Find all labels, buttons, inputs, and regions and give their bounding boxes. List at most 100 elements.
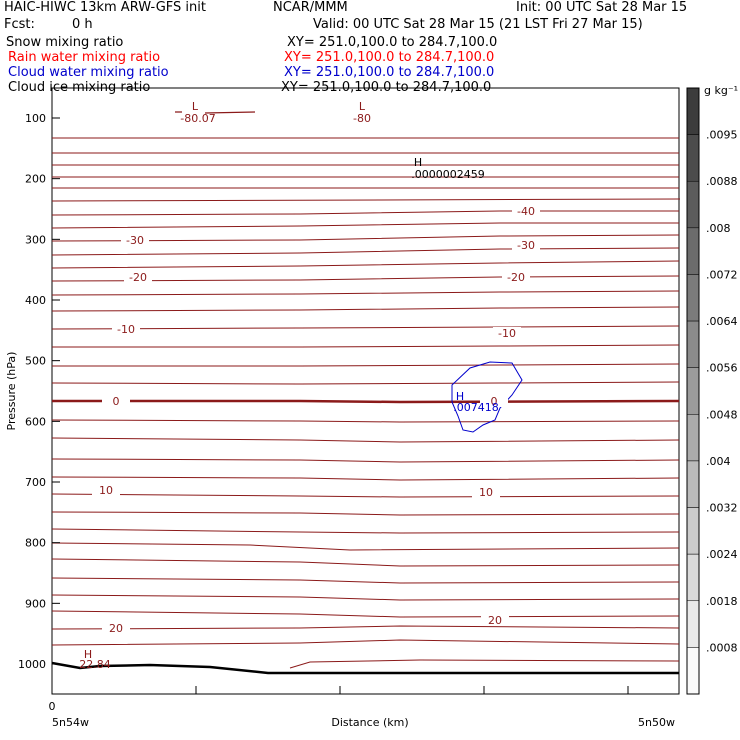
y-tick-label: 400 <box>25 294 46 307</box>
y-tick-label: 300 <box>25 233 46 246</box>
model-title: HAIC-HIWC 13km ARW-GFS init <box>4 0 206 15</box>
field-xy-snow: XY= 251.0,100.0 to 284.7,100.0 <box>287 35 498 50</box>
x-start-label: 5n54w <box>52 716 89 729</box>
isotherm-label: -10 <box>117 323 135 336</box>
init-time: Init: 00 UTC Sat 28 Mar 15 <box>516 0 688 15</box>
isotherm-line <box>51 234 680 242</box>
isotherm-line <box>51 325 680 330</box>
colorbar-label: .0008 <box>706 641 738 654</box>
extremum-value: -80.07 <box>180 112 215 125</box>
extremum-value: 22.84 <box>79 658 111 671</box>
isotherm-line <box>51 493 680 498</box>
isotherm-line <box>51 476 680 481</box>
x-axis-label: Distance (km) <box>331 716 408 729</box>
isotherm-label: 20 <box>109 622 123 635</box>
colorbar-cell <box>686 647 700 695</box>
valid-time: Valid: 00 UTC Sat 28 Mar 15 (21 LST Fri … <box>313 17 643 32</box>
y-tick-label: 100 <box>25 112 46 125</box>
y-axis-label: Pressure (hPa) <box>5 352 18 431</box>
contour-label-bg <box>480 395 508 407</box>
contour-label-bg <box>92 484 120 496</box>
isotherm-line <box>51 260 680 269</box>
extremum-marker: L <box>192 100 199 113</box>
colorbar-cell <box>686 227 700 275</box>
field-name-rain: Rain water mixing ratio <box>8 50 161 65</box>
isotherm-line <box>51 222 679 229</box>
colorbar-cell <box>686 507 700 555</box>
contour-label-bg <box>121 234 149 246</box>
colorbar-cell <box>686 87 700 135</box>
plot-frame <box>51 87 680 695</box>
isotherm-line <box>51 198 681 202</box>
y-tick-label: 600 <box>25 415 46 428</box>
isotherm-line <box>51 528 680 534</box>
x-tick-label: 0 <box>49 700 56 713</box>
isotherm-label: -30 <box>126 234 144 247</box>
extremum-value: .007418 <box>453 401 499 414</box>
contour-label-bg <box>102 622 130 634</box>
colorbar-label: .0095 <box>706 129 738 142</box>
isotherm-line <box>52 344 680 348</box>
colorbar-label: .0032 <box>706 502 738 515</box>
isotherm-label: -20 <box>507 271 525 284</box>
isotherm-line <box>51 610 680 618</box>
extremum-marker: H <box>84 648 92 661</box>
colorbar-label: .004 <box>706 455 731 468</box>
colorbar-label: .0024 <box>706 548 738 561</box>
isotherm-label: 20 <box>488 614 502 627</box>
extremum-value: .0000002459 <box>411 168 484 181</box>
contour-label-bg <box>502 271 530 283</box>
isotherm-line <box>51 419 680 423</box>
contour-label-bg <box>512 239 540 251</box>
extremum-marker: L <box>359 100 366 113</box>
contour-label-bg <box>481 614 509 626</box>
colorbar-cell <box>686 414 700 462</box>
contour-label-bg <box>512 205 540 217</box>
colorbar-label: .0064 <box>706 315 738 328</box>
isotherm-label: 10 <box>479 486 493 499</box>
colorbar-cell <box>686 460 700 508</box>
colorbar-label: .0056 <box>706 362 738 375</box>
isotherm-line <box>51 275 680 282</box>
terrain-line <box>51 661 679 675</box>
isotherm-label: 0 <box>113 395 120 408</box>
isotherm-line <box>51 381 680 385</box>
field-name-cloud-water: Cloud water mixing ratio <box>8 65 169 80</box>
colorbar-label: .0018 <box>706 595 738 608</box>
contour-label-bg <box>472 486 500 498</box>
y-tick-label: 900 <box>25 597 46 610</box>
colorbar-cell <box>686 180 700 229</box>
field-xy-rain: XY= 251.0,100.0 to 284.7,100.0 <box>284 50 495 65</box>
extremum-marker: H <box>414 156 422 169</box>
isotherm-line <box>51 458 680 463</box>
isotherm-line <box>52 399 680 404</box>
x-end-label: 5n50w <box>638 716 675 729</box>
isotherm-label: 10 <box>99 484 113 497</box>
isotherm-line <box>51 290 680 296</box>
isotherm-line <box>51 577 680 584</box>
isotherm-line <box>51 542 680 551</box>
isotherm-label: -30 <box>517 239 535 252</box>
isotherm-line <box>51 511 680 516</box>
isotherm-line <box>51 306 680 312</box>
isotherm-label: -40 <box>517 205 535 218</box>
fcst-label: Fcst: <box>4 17 35 32</box>
colorbar-cell <box>686 367 700 415</box>
isotherm-label: -20 <box>129 271 147 284</box>
isotherm-line <box>51 247 680 256</box>
contour-label-bg <box>493 327 521 339</box>
cloud-water-contour <box>451 361 523 433</box>
low-contour-mark <box>175 111 256 114</box>
field-xy-cloud-water: XY= 251.0,100.0 to 284.7,100.0 <box>284 65 495 80</box>
isotherm-line <box>51 437 680 443</box>
contour-label-bg <box>102 395 130 407</box>
colorbar-cell <box>686 134 700 182</box>
isotherm-line <box>289 659 680 669</box>
y-tick-label: 700 <box>25 476 46 489</box>
isotherm-label: 0 <box>491 395 498 408</box>
extremum-marker: H <box>456 390 464 403</box>
org-label: NCAR/MMM <box>273 0 348 15</box>
colorbar-cell <box>686 274 700 322</box>
colorbar-cell <box>686 553 700 602</box>
